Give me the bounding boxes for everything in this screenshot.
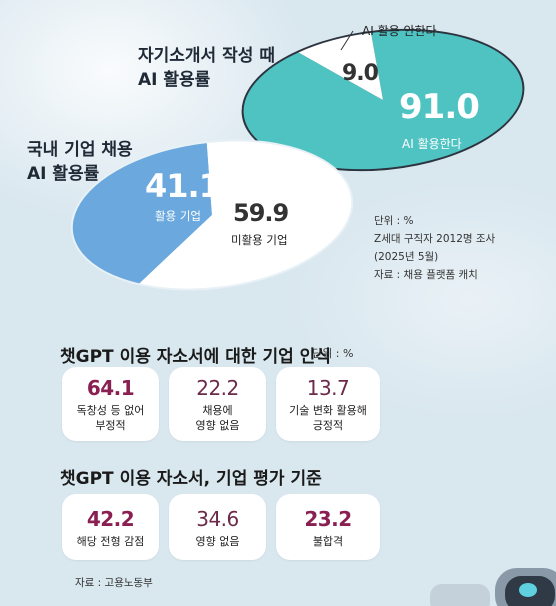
- robot-decoration-icon: [430, 568, 556, 606]
- stat-card-deduction: 42.2 해당 전형 감점: [62, 494, 159, 560]
- pie-chart-company: [70, 139, 354, 291]
- unit-note: 단위 : %: [374, 215, 414, 227]
- slice-value-not-using-company: 59.9: [233, 199, 289, 227]
- stat-card-no-impact: 34.6 영향 없음: [169, 494, 266, 560]
- slice-value-not-using-ai: 9.0: [342, 61, 379, 86]
- stat-value: 13.7: [306, 376, 350, 400]
- slice-value-using-company: 41.1: [145, 167, 221, 205]
- slice-value-using-ai: 91.0: [399, 87, 480, 127]
- notes: 단위 : % Z세대 구직자 2012명 조사 (2025년 5월) 자료 : …: [374, 212, 495, 284]
- stat-value: 23.2: [304, 507, 352, 531]
- stat-value: 34.6: [196, 507, 239, 531]
- footer-source: 자료 : 고용노동부: [75, 577, 153, 589]
- stat-label: 해당 전형 감점: [76, 535, 145, 548]
- stat-label: 불합격: [312, 535, 344, 548]
- stat-value: 42.2: [86, 507, 135, 531]
- pie-slice-1: [243, 30, 523, 170]
- leader-line: [340, 30, 354, 51]
- section-title-evaluation: 챗GPT 이용 자소서, 기업 평가 기준: [60, 469, 322, 489]
- pie-chart-self-intro: [241, 28, 525, 172]
- stat-label: 채용에 영향 없음: [195, 404, 240, 432]
- slice-label-using-ai: AI 활용한다: [402, 137, 462, 151]
- section-unit: 단위 : %: [312, 347, 354, 360]
- stat-value: 22.2: [196, 376, 239, 400]
- survey-note: Z세대 구직자 2012명 조사: [374, 233, 496, 245]
- slice-label-not-using-company: 미활용 기업: [231, 233, 288, 247]
- stat-label: 영향 없음: [195, 535, 240, 548]
- stat-card-fail: 23.2 불합격: [276, 494, 380, 560]
- stat-card-no-effect: 22.2 채용에 영향 없음: [169, 367, 266, 441]
- pie-slice-2: [298, 32, 383, 100]
- source-note: 자료 : 채용 플랫폼 캐치: [374, 269, 478, 281]
- pie-slice-1: [72, 143, 213, 284]
- stat-label: 기술 변화 활용해 긍정적: [289, 404, 367, 432]
- slice-label-not-using-ai: AI 활용 안한다: [362, 24, 437, 38]
- chart-title-self-intro: 자기소개서 작성 때 AI 활용률: [138, 46, 275, 90]
- section-title-perception: 챗GPT 이용 자소서에 대한 기업 인식: [60, 347, 331, 367]
- date-note: (2025년 5월): [374, 251, 439, 263]
- stat-label: 독창성 등 없어 부정적: [76, 404, 145, 432]
- stat-card-negative: 64.1 독창성 등 없어 부정적: [62, 367, 159, 441]
- pie-slice-2: [139, 141, 352, 289]
- slice-label-using-company: 활용 기업: [155, 209, 201, 223]
- stat-card-positive: 13.7 기술 변화 활용해 긍정적: [276, 367, 380, 441]
- stat-value: 64.1: [86, 376, 135, 400]
- chart-title-company: 국내 기업 채용 AI 활용률: [27, 140, 133, 184]
